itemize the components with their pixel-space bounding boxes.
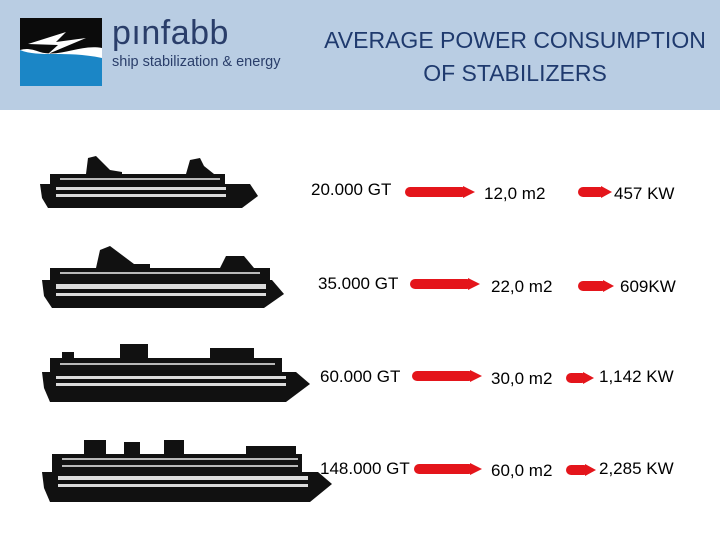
ship-xlarge-icon — [42, 440, 332, 502]
power-label: 457 KW — [614, 184, 675, 203]
arrow-right-icon — [405, 186, 475, 198]
arrow-right-icon — [566, 464, 596, 476]
arrow-right-icon — [412, 370, 482, 382]
logo-icon — [20, 18, 102, 86]
power-label: 609KW — [620, 277, 676, 296]
fin-area-label: 12,0 m2 — [484, 184, 546, 203]
tonnage-label: 35.000 GT — [318, 274, 399, 293]
page-title: AVERAGE POWER CONSUMPTION OF STABILIZERS — [310, 24, 720, 90]
fin-area-label: 60,0 m2 — [491, 461, 553, 480]
ship-medium-icon — [42, 246, 284, 308]
title-line-1: AVERAGE POWER CONSUMPTION — [324, 27, 706, 53]
arrow-right-icon — [410, 278, 480, 290]
power-label: 2,285 KW — [599, 459, 674, 478]
tonnage-label: 148.000 GT — [320, 459, 410, 478]
fin-area-label: 30,0 m2 — [491, 369, 553, 388]
ship-large-icon — [42, 344, 310, 402]
header-banner: pınfabb ship stabilization & energy AVER… — [0, 0, 720, 110]
title-line-2: OF STABILIZERS — [423, 60, 607, 86]
ship-small-icon — [40, 156, 258, 208]
arrow-right-icon — [578, 280, 614, 292]
brand-tagline: ship stabilization & energy — [112, 54, 281, 70]
brand-name: pınfabb — [112, 14, 229, 52]
arrow-right-icon — [566, 372, 594, 384]
power-label: 1,142 KW — [599, 367, 674, 386]
fin-area-label: 22,0 m2 — [491, 277, 553, 296]
tonnage-label: 20.000 GT — [311, 180, 392, 199]
arrow-right-icon — [414, 463, 482, 475]
tonnage-label: 60.000 GT — [320, 367, 401, 386]
arrow-right-icon — [578, 186, 612, 198]
